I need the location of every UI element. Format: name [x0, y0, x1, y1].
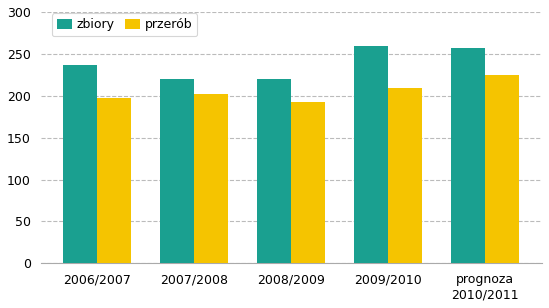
- Bar: [292, 102, 325, 263]
- Bar: [451, 48, 485, 263]
- Legend: zbiory, przerób: zbiory, przerób: [52, 13, 198, 36]
- Bar: [354, 46, 388, 263]
- Bar: [63, 65, 97, 263]
- Bar: [194, 94, 228, 263]
- Bar: [485, 75, 519, 263]
- Bar: [97, 98, 131, 263]
- Bar: [257, 79, 292, 263]
- Bar: [388, 88, 422, 263]
- Bar: [160, 79, 194, 263]
